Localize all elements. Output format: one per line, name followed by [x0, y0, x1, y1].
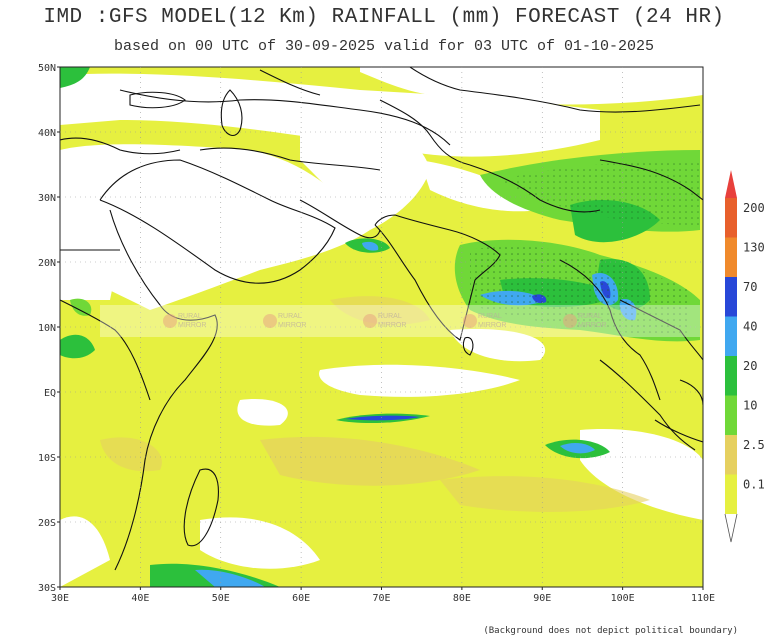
lon-tick-label: 40E: [131, 593, 149, 604]
dry-region-ocean-5: [237, 399, 288, 426]
legend-level-label: 20: [743, 359, 757, 373]
latitude-ticks: 50N 40N 30N 20N 10N EQ 10S 20S 30S: [38, 63, 60, 594]
legend-swatch: [725, 237, 737, 277]
legend-swatch: [725, 277, 737, 317]
rainfall-field: [60, 67, 703, 587]
watermark-text: MIRROR: [378, 322, 406, 329]
lat-tick-label: 40N: [38, 128, 56, 139]
map-subtitle: based on 00 UTC of 30-09-2025 valid for …: [113, 38, 655, 55]
lon-tick-label: 70E: [372, 593, 390, 604]
dry-region-north-africa: [60, 250, 120, 300]
watermark-text: MIRROR: [478, 322, 506, 329]
lat-tick-label: 10S: [38, 453, 56, 464]
legend-swatch: [725, 435, 737, 475]
lon-tick-label: 90E: [533, 593, 551, 604]
legend-swatch: [725, 395, 737, 435]
legend-level-label: 10: [743, 398, 757, 412]
legend-swatch: [725, 316, 737, 356]
watermark-text: MIRROR: [178, 322, 206, 329]
lon-tick-label: 80E: [453, 593, 471, 604]
lat-tick-label: EQ: [44, 388, 56, 399]
lon-tick-label: 50E: [212, 593, 230, 604]
legend-swatch: [725, 198, 737, 238]
watermark-logo: [263, 314, 277, 328]
watermark-text: MIRROR: [578, 322, 606, 329]
legend-level-label: 2.5: [743, 438, 765, 452]
watermark-logo: [463, 314, 477, 328]
longitude-ticks: 30E 40E 50E 60E 70E 80E 90E 100E 110E: [51, 587, 715, 604]
watermark-text: RURAL: [478, 313, 502, 320]
watermark-text: RURAL: [178, 313, 202, 320]
lat-tick-label: 30N: [38, 193, 56, 204]
dry-region-north: [360, 67, 703, 105]
lon-tick-label: 30E: [51, 593, 69, 604]
legend-level-label: 0.1: [743, 477, 765, 491]
lat-tick-label: 10N: [38, 323, 56, 334]
lat-tick-label: 50N: [38, 63, 56, 74]
dry-region-south-africa: [60, 516, 110, 587]
footnote: (Background does not depict political bo…: [483, 626, 738, 636]
watermark-text: MIRROR: [278, 322, 306, 329]
lon-tick-label: 100E: [611, 593, 635, 604]
dry-region-ocean-3: [580, 429, 703, 520]
legend-level-label: 40: [743, 319, 757, 333]
color-legend: 200 130 70 40 20 10 2.5 0.1: [724, 170, 765, 543]
lon-tick-label: 110E: [691, 593, 715, 604]
legend-arrow: [725, 170, 737, 198]
legend-level-label: 200: [743, 201, 765, 215]
coastlines: [60, 67, 703, 571]
lat-tick-label: 20N: [38, 258, 56, 269]
watermark: RURAL MIRROR RURAL MIRROR RURAL MIRROR RURAL MI…: [100, 305, 700, 337]
lon-tick-label: 60E: [292, 593, 310, 604]
dry-region-ocean-2: [450, 329, 546, 362]
legend-level-label: 130: [743, 240, 765, 254]
lat-tick-label: 20S: [38, 518, 56, 529]
lat-tick-label: 30S: [38, 583, 56, 594]
legend-swatch: [725, 474, 737, 514]
dry-region-ocean-4: [200, 517, 320, 569]
dry-region-ocean-1: [319, 364, 520, 397]
map-title: IMD :GFS MODEL(12 Km) RAINFALL (mm) FORE…: [43, 6, 725, 29]
watermark-text: RURAL: [578, 313, 602, 320]
watermark-logo: [363, 314, 377, 328]
legend-swatch: [725, 356, 737, 396]
lat-lon-grid: [60, 67, 703, 587]
watermark-text: RURAL: [378, 313, 402, 320]
legend-bottom-arrow: [724, 513, 738, 543]
watermark-logo: [163, 314, 177, 328]
watermark-text: RURAL: [278, 313, 302, 320]
watermark-logo: [563, 314, 577, 328]
legend-level-label: 70: [743, 280, 757, 294]
dry-region-arabia: [60, 144, 370, 310]
dry-region-central-asia: [60, 73, 600, 157]
